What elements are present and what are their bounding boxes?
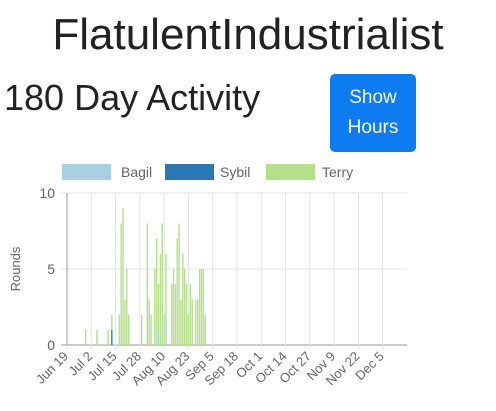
bar-terry (202, 269, 205, 345)
x-tick-label: Dec 5 (352, 349, 387, 384)
bar-terry (118, 314, 121, 345)
bar-terry (183, 269, 186, 345)
bar-terry (182, 253, 184, 345)
bar-bagil (165, 314, 167, 345)
bar-terry (189, 284, 191, 345)
bar-terry (157, 284, 160, 330)
bar-terry (124, 299, 126, 345)
bar-terry (141, 314, 143, 345)
bar-terry (197, 299, 199, 345)
bar-sybil (111, 329, 113, 345)
legend-label-sybil: Sybil (220, 164, 250, 180)
bar-terry (161, 223, 163, 345)
bar-terry (204, 314, 206, 345)
bar-terry (180, 299, 182, 345)
activity-heading: 180 Day Activity (4, 77, 261, 118)
bar-terry (159, 253, 162, 345)
bar-terry (174, 284, 177, 345)
bar-terry (120, 223, 122, 345)
bar-terry (96, 329, 98, 345)
legend-swatch-terry (266, 164, 315, 180)
bar-terry (170, 284, 173, 345)
bar-terry (127, 314, 130, 345)
bar-bagil (157, 329, 160, 345)
bar-terry (155, 238, 158, 345)
show-hours-label-line2: Hours (347, 117, 399, 138)
page-title: FlatulentIndustrialist (52, 10, 444, 59)
legend-label-bagil: Bagil (121, 164, 152, 180)
bar-terry (163, 314, 165, 345)
bar-terry (148, 299, 150, 345)
bar-terry (178, 223, 180, 345)
bar-terry (122, 208, 124, 345)
y-axis-title: Rounds (8, 246, 23, 291)
y-tick-label: 10 (39, 185, 55, 201)
bar-terry (176, 238, 178, 345)
show-hours-button[interactable]: Show Hours (330, 74, 416, 152)
bar-terry (150, 314, 152, 345)
show-hours-label-line1: Show (349, 87, 397, 108)
bar-terry (126, 269, 128, 345)
bar-terry (84, 329, 87, 345)
bar-terry (195, 299, 197, 345)
bar-terry (107, 329, 109, 345)
bar-terry (172, 269, 175, 345)
y-tick-label: 0 (47, 337, 55, 353)
bar-terry (198, 269, 201, 345)
bar-terry (191, 299, 193, 345)
legend-swatch-bagil (62, 164, 111, 180)
bar-terry (187, 314, 190, 345)
y-tick-label: 5 (47, 261, 55, 277)
legend-label-terry: Terry (322, 164, 353, 180)
bar-terry (165, 253, 167, 315)
bar-terry (200, 269, 203, 345)
bar-terry (111, 314, 113, 330)
bar-terry (185, 284, 188, 345)
bar-terry (146, 223, 149, 345)
legend-swatch-sybil (165, 164, 214, 180)
bar-terry (154, 269, 156, 345)
